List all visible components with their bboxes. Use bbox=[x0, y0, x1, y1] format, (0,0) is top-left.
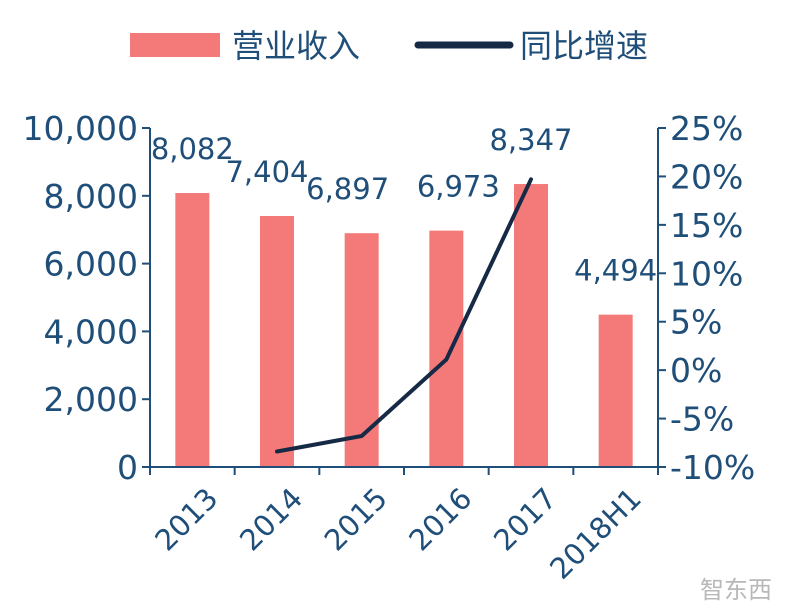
bar-2017 bbox=[514, 184, 548, 468]
x-tick-label: 2014 bbox=[233, 481, 309, 557]
x-tick-label: 2017 bbox=[487, 481, 563, 557]
left-tick-label: 4,000 bbox=[44, 312, 138, 351]
left-tick-label: 0 bbox=[117, 448, 138, 487]
growth-point-2015 bbox=[360, 434, 364, 438]
right-tick-label: 5% bbox=[670, 303, 722, 342]
bar-2016 bbox=[429, 230, 464, 467]
bar-2014 bbox=[260, 216, 294, 467]
data-label-2018H1: 4,494 bbox=[574, 254, 657, 288]
right-tick-label: -5% bbox=[670, 400, 734, 439]
left-tick-label: 6,000 bbox=[44, 245, 138, 284]
growth-point-2017 bbox=[529, 177, 533, 181]
bar-2015 bbox=[344, 233, 379, 467]
x-tick-label: 2018H1 bbox=[543, 481, 648, 586]
left-tick-label: 10,000 bbox=[23, 109, 138, 148]
x-tick-label: 2015 bbox=[318, 481, 394, 557]
right-tick-label: 25% bbox=[670, 109, 743, 148]
bar-2013 bbox=[175, 193, 210, 467]
data-label-2013: 8,082 bbox=[151, 132, 234, 166]
left-tick-label: 8,000 bbox=[44, 177, 138, 216]
data-label-2015: 6,897 bbox=[306, 172, 389, 206]
right-tick-label: -10% bbox=[670, 448, 755, 487]
line-series bbox=[275, 177, 533, 454]
data-label-2016: 6,973 bbox=[417, 170, 500, 204]
legend-label-growth: 同比增速 bbox=[520, 27, 648, 65]
left-tick-label: 2,000 bbox=[44, 380, 138, 419]
legend: 营业收入 同比增速 bbox=[130, 27, 648, 65]
legend-label-revenue: 营业收入 bbox=[232, 27, 360, 65]
data-label-2014: 7,404 bbox=[225, 155, 308, 189]
growth-point-2014 bbox=[275, 450, 279, 454]
bar-series bbox=[175, 184, 633, 468]
x-tick-label: 2016 bbox=[402, 481, 478, 557]
watermark-logo: 智东西 bbox=[700, 576, 772, 604]
bar-2018H1 bbox=[598, 314, 633, 467]
right-tick-label: 0% bbox=[670, 351, 722, 390]
right-tick-label: 15% bbox=[670, 206, 743, 245]
x-tick-label: 2013 bbox=[148, 481, 224, 557]
right-tick-label: 10% bbox=[670, 254, 743, 293]
legend-swatch-revenue bbox=[130, 33, 220, 57]
right-tick-label: 20% bbox=[670, 157, 743, 196]
data-label-2017: 8,347 bbox=[489, 123, 572, 157]
growth-line bbox=[275, 177, 533, 454]
growth-point-2016 bbox=[444, 357, 448, 361]
